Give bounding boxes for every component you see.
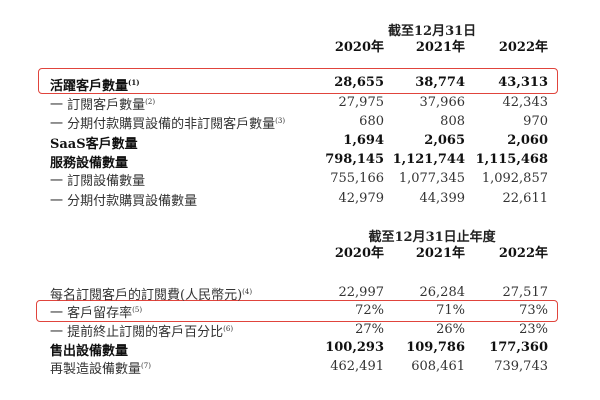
row-value: 43,313	[498, 75, 548, 90]
row-label: 再製造設備數量(7)	[50, 357, 151, 379]
row-label-text: 一 訂閱設備數量	[50, 174, 146, 189]
year-header-row: 2020年 2021年 2022年	[0, 244, 600, 263]
year-header: 2020年	[334, 40, 384, 55]
year-header: 2022年	[498, 40, 548, 55]
row-value: 970	[523, 114, 548, 129]
year-header: 2021年	[415, 40, 465, 55]
row-label: 一 客戶留存率(5)	[50, 301, 142, 323]
year-header: 2020年	[334, 246, 384, 261]
row-value: 1,694	[343, 133, 384, 148]
table-row: 一 訂閱設備數量 755,166 1,077,345 1,092,857	[0, 169, 600, 191]
row-value: 2,065	[424, 133, 465, 148]
section-header: 截至12月31日止年度	[368, 230, 496, 245]
footnote-marker: (7)	[141, 362, 151, 370]
row-label-text: 每名訂閱客戶的訂閱費(人民幣元)	[50, 288, 243, 303]
row-label: 一 訂閱設備數量	[50, 169, 145, 191]
footnote-marker: (6)	[223, 325, 234, 333]
row-value: 798,145	[325, 152, 384, 167]
footnote-marker: (1)	[128, 78, 140, 87]
table-row: 活躍客戶數量(1) 28,655 38,774 43,313	[0, 73, 600, 94]
row-value: 462,491	[330, 359, 384, 374]
row-label: 一 分期付款購買設備的非訂閱客戶數量(3)	[50, 112, 285, 134]
row-value: 71%	[436, 303, 465, 318]
table-row: 一 分期付款購買設備數量 42,979 44,399 22,611	[0, 189, 600, 211]
footnote-marker: (4)	[242, 288, 253, 296]
year-header-row: 2020年 2021年 2022年	[0, 38, 600, 57]
row-value: 808	[440, 114, 465, 129]
row-value: 2,060	[507, 133, 548, 148]
table-row: 一 訂閱客戶數量(2) 27,975 37,966 42,343	[0, 93, 600, 115]
table-row: 售出設備數量 100,293 109,786 177,360	[0, 338, 600, 359]
row-value: 37,966	[419, 95, 466, 110]
row-value: 38,774	[415, 75, 465, 90]
year-header: 2021年	[415, 246, 465, 261]
table-row: 一 客戶留存率(5) 72% 71% 73%	[0, 301, 600, 323]
row-label-text: 服務設備數量	[50, 156, 129, 171]
highlight-box-retention-rate	[36, 300, 558, 322]
row-label-text: 再製造設備數量	[50, 362, 142, 377]
row-value: 42,979	[338, 191, 385, 206]
table-row: 每名訂閱客戶的訂閱費(人民幣元)(4) 22,997 26,284 27,517	[0, 283, 600, 305]
row-value: 27%	[355, 322, 384, 337]
year-header: 2022年	[498, 246, 548, 261]
row-label-text: 售出設備數量	[50, 344, 129, 359]
row-label: SaaS客戶數量	[50, 131, 138, 154]
row-value: 28,655	[334, 75, 384, 90]
highlight-box-active-customers	[38, 68, 558, 94]
row-label: 售出設備數量	[50, 338, 128, 361]
row-value: 42,343	[502, 95, 549, 110]
row-label-text: 一 分期付款購買設備的非訂閱客戶數量	[50, 117, 276, 132]
row-label-text: 一 訂閱客戶數量	[50, 98, 146, 113]
row-label: 每名訂閱客戶的訂閱費(人民幣元)(4)	[50, 283, 252, 305]
row-value: 177,360	[489, 340, 548, 355]
row-value: 22,997	[338, 285, 385, 300]
row-value: 755,166	[330, 171, 384, 186]
row-label: 一 訂閱客戶數量(2)	[50, 93, 155, 115]
row-value: 109,786	[406, 340, 465, 355]
table-row: 服務設備數量 798,145 1,121,744 1,115,468	[0, 150, 600, 171]
row-value: 608,461	[411, 359, 465, 374]
row-value: 100,293	[325, 340, 384, 355]
row-label-text: 一 分期付款購買設備數量	[50, 194, 198, 209]
row-label-text: SaaS客戶數量	[50, 137, 138, 152]
row-label-text: 一 客戶留存率	[50, 306, 133, 321]
table-row: SaaS客戶數量 1,694 2,065 2,060	[0, 131, 600, 152]
table-row: 再製造設備數量(7) 462,491 608,461 739,743	[0, 357, 600, 379]
row-value: 680	[359, 114, 384, 129]
row-value: 1,121,744	[392, 152, 465, 167]
row-value: 73%	[519, 303, 548, 318]
row-label-text: 一 提前終止訂閱的客戶百分比	[50, 325, 224, 340]
row-label: 一 分期付款購買設備數量	[50, 189, 197, 211]
row-value: 72%	[355, 303, 384, 318]
row-label: 一 提前終止訂閱的客戶百分比(6)	[50, 320, 233, 342]
footnote-marker: (5)	[132, 306, 143, 314]
footnote-marker: (2)	[145, 98, 156, 106]
row-value: 27,975	[338, 95, 385, 110]
table-row: 一 分期付款購買設備的非訂閱客戶數量(3) 680 808 970	[0, 112, 600, 134]
row-value: 27,517	[502, 285, 549, 300]
row-label: 活躍客戶數量(1)	[50, 73, 140, 96]
section-header: 截至12月31日	[388, 24, 477, 39]
row-label: 服務設備數量	[50, 150, 128, 173]
footnote-marker: (3)	[275, 117, 286, 125]
row-value: 26,284	[419, 285, 466, 300]
row-value: 44,399	[419, 191, 466, 206]
row-value: 22,611	[502, 191, 549, 206]
row-value: 1,092,857	[481, 171, 548, 186]
row-value: 1,115,468	[475, 152, 548, 167]
table-row: 一 提前終止訂閱的客戶百分比(6) 27% 26% 23%	[0, 320, 600, 342]
row-value: 26%	[436, 322, 465, 337]
row-value: 23%	[519, 322, 548, 337]
row-label-text: 活躍客戶數量	[50, 79, 129, 94]
row-value: 1,077,345	[398, 171, 465, 186]
row-value: 739,743	[494, 359, 548, 374]
